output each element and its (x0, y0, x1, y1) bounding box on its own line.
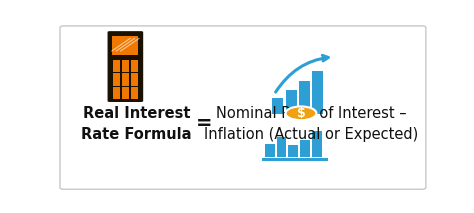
Bar (285, 89, 297, 114)
FancyBboxPatch shape (113, 60, 119, 72)
Text: Real Interest
Rate Formula: Real Interest Rate Formula (81, 106, 191, 142)
Bar (312, 72, 323, 114)
FancyBboxPatch shape (113, 73, 119, 86)
Bar (312, 131, 321, 157)
Bar (300, 140, 310, 157)
Bar (299, 81, 310, 114)
Text: $: $ (297, 107, 305, 120)
FancyBboxPatch shape (60, 26, 426, 189)
Text: Nominal Rate of Interest –
Inflation (Actual or Expected): Nominal Rate of Interest – Inflation (Ac… (204, 106, 418, 142)
Bar (272, 98, 283, 114)
FancyBboxPatch shape (131, 73, 138, 86)
Circle shape (285, 106, 317, 120)
FancyBboxPatch shape (122, 73, 129, 86)
Text: =: = (196, 114, 213, 134)
FancyBboxPatch shape (131, 60, 138, 72)
FancyBboxPatch shape (131, 87, 138, 99)
Bar (277, 137, 286, 157)
FancyBboxPatch shape (112, 36, 138, 55)
FancyBboxPatch shape (113, 87, 119, 99)
Bar (289, 145, 298, 157)
FancyBboxPatch shape (122, 87, 129, 99)
Bar (265, 144, 274, 157)
FancyBboxPatch shape (108, 31, 143, 102)
FancyBboxPatch shape (122, 60, 129, 72)
